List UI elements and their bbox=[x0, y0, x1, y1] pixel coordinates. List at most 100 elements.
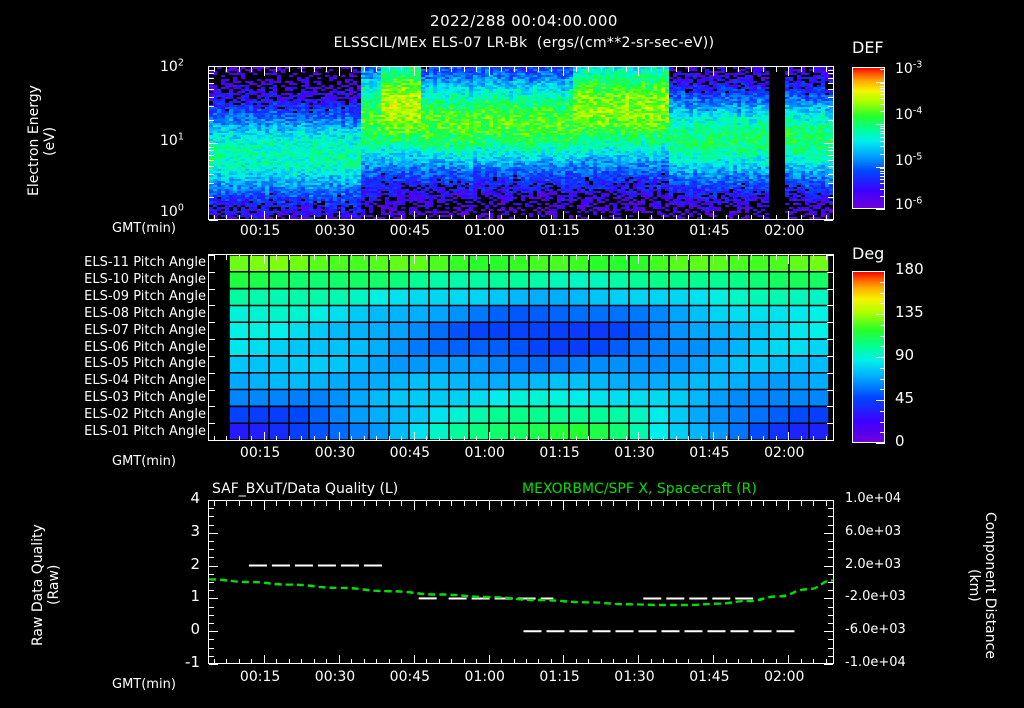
axis-tick bbox=[388, 659, 390, 664]
axis-tick bbox=[675, 436, 677, 441]
axis-tick bbox=[513, 215, 515, 220]
axis-tick bbox=[363, 67, 365, 72]
axis-tick bbox=[880, 410, 885, 412]
axis-tick bbox=[550, 659, 552, 664]
axis-tick bbox=[700, 501, 702, 506]
axis-tick bbox=[763, 436, 765, 441]
axis-tick bbox=[463, 501, 465, 506]
axis-tick bbox=[725, 659, 727, 664]
pitch-xtick-00:30: 00:30 bbox=[314, 445, 356, 461]
axis-tick bbox=[209, 183, 214, 185]
axis-tick bbox=[813, 659, 815, 664]
pitch-row-label-1: ELS-10 Pitch Angle bbox=[84, 272, 206, 288]
pitch-xtick-02:00: 02:00 bbox=[764, 445, 805, 461]
axis-tick bbox=[326, 501, 328, 506]
pitch-xtick-01:45: 01:45 bbox=[689, 445, 730, 461]
axis-tick bbox=[638, 501, 640, 510]
axis-tick bbox=[638, 432, 640, 441]
axis-tick bbox=[800, 436, 802, 441]
axis-tick bbox=[401, 501, 403, 506]
axis-tick bbox=[209, 66, 218, 67]
axis-tick bbox=[876, 271, 885, 272]
axis-tick bbox=[213, 255, 215, 260]
axis-tick bbox=[688, 659, 690, 664]
axis-tick bbox=[828, 524, 833, 526]
def-colorbar-label-3: 10-3 bbox=[895, 59, 923, 77]
axis-tick bbox=[588, 67, 590, 72]
axis-tick bbox=[376, 215, 378, 220]
axis-tick bbox=[827, 271, 833, 273]
axis-tick bbox=[463, 215, 465, 220]
axis-tick bbox=[401, 67, 403, 72]
axis-tick bbox=[880, 111, 885, 113]
axis-tick bbox=[363, 501, 365, 506]
bottom-xlabel: GMT(min) bbox=[112, 677, 176, 692]
axis-tick bbox=[238, 501, 240, 506]
axis-tick bbox=[880, 170, 885, 172]
axis-tick bbox=[827, 288, 833, 290]
axis-tick bbox=[713, 255, 715, 264]
axis-tick bbox=[413, 255, 415, 264]
axis-tick bbox=[401, 255, 403, 260]
bottom-ytick-left-3: 3 bbox=[190, 521, 200, 540]
spectrogram-xtick-01:30: 01:30 bbox=[614, 223, 655, 239]
bottom-xtick-02:00: 02:00 bbox=[764, 669, 805, 685]
axis-tick bbox=[880, 346, 885, 348]
axis-tick bbox=[226, 659, 228, 664]
axis-tick bbox=[880, 196, 885, 198]
axis-tick bbox=[828, 106, 833, 108]
axis-tick bbox=[413, 432, 415, 441]
axis-tick bbox=[625, 501, 627, 506]
axis-tick bbox=[550, 215, 552, 220]
axis-tick bbox=[288, 436, 290, 441]
axis-tick bbox=[638, 655, 640, 664]
pitch-angle-xlabel: GMT(min) bbox=[112, 454, 176, 469]
axis-tick bbox=[213, 215, 215, 220]
axis-tick bbox=[388, 501, 390, 506]
axis-tick bbox=[675, 255, 677, 260]
axis-tick bbox=[575, 501, 577, 506]
bottom-xtick-00:45: 00:45 bbox=[389, 669, 431, 685]
spectrogram-xtick-00:30: 00:30 bbox=[314, 223, 356, 239]
axis-tick bbox=[263, 655, 265, 664]
axis-tick bbox=[725, 501, 727, 506]
axis-tick bbox=[326, 436, 328, 441]
axis-tick bbox=[276, 215, 278, 220]
axis-tick bbox=[663, 501, 665, 506]
axis-tick bbox=[209, 220, 218, 221]
axis-tick bbox=[209, 305, 215, 307]
axis-tick bbox=[828, 557, 833, 559]
axis-tick bbox=[276, 255, 278, 260]
axis-tick bbox=[538, 255, 540, 260]
axis-tick bbox=[625, 659, 627, 664]
bottom-xtick-00:30: 00:30 bbox=[314, 669, 356, 685]
deg-colorbar-title: Deg bbox=[852, 244, 885, 263]
axis-tick bbox=[209, 146, 214, 148]
axis-tick bbox=[663, 659, 665, 664]
axis-tick bbox=[700, 436, 702, 441]
pitch-row-label-5: ELS-06 Pitch Angle bbox=[84, 339, 206, 355]
axis-tick bbox=[880, 130, 885, 132]
axis-tick bbox=[238, 215, 240, 220]
axis-tick bbox=[650, 659, 652, 664]
axis-tick bbox=[488, 655, 490, 664]
def-colorbar bbox=[853, 68, 884, 208]
bottom-ytick-right-1: 6.0e+03 bbox=[845, 523, 902, 539]
axis-tick bbox=[338, 211, 340, 220]
axis-tick bbox=[880, 128, 885, 130]
axis-tick bbox=[209, 565, 218, 567]
axis-tick bbox=[750, 67, 752, 72]
axis-tick bbox=[880, 90, 885, 92]
axis-tick bbox=[876, 314, 885, 315]
axis-tick bbox=[288, 67, 290, 72]
axis-tick bbox=[625, 215, 627, 220]
axis-tick bbox=[451, 255, 453, 260]
axis-tick bbox=[825, 255, 827, 260]
axis-tick bbox=[476, 215, 478, 220]
axis-tick bbox=[209, 119, 214, 121]
axis-tick bbox=[828, 89, 833, 91]
axis-tick bbox=[825, 436, 827, 441]
axis-tick bbox=[663, 255, 665, 260]
spectrogram-xtick-00:45: 00:45 bbox=[389, 223, 431, 239]
axis-tick bbox=[226, 501, 228, 506]
